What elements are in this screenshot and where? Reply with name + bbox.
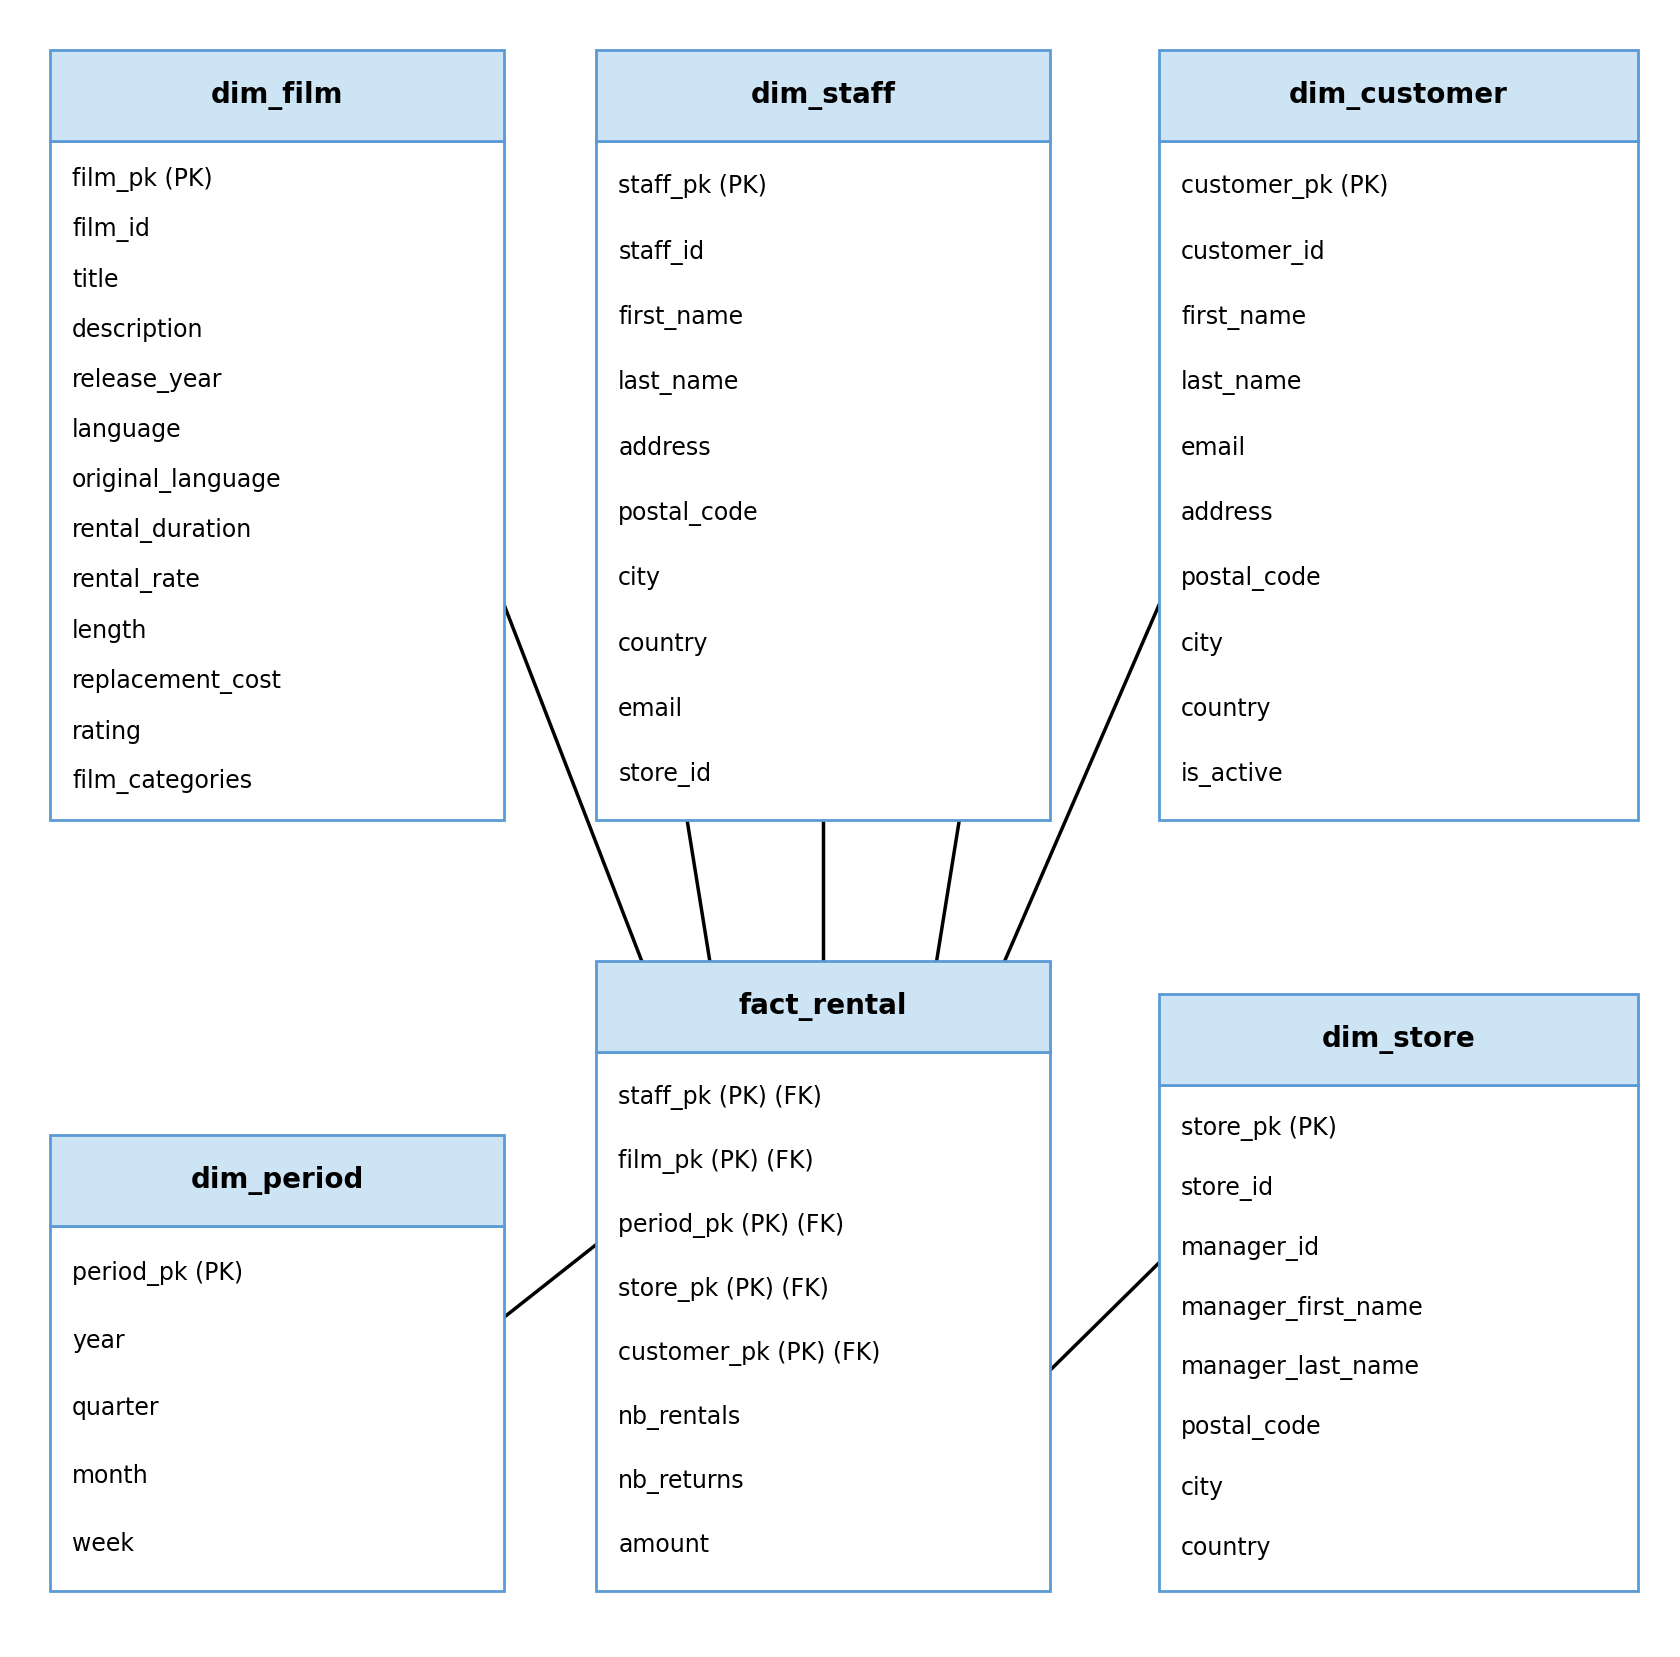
Text: customer_pk (PK) (FK): customer_pk (PK) (FK) <box>618 1341 880 1365</box>
Text: staff_pk (PK): staff_pk (PK) <box>618 174 768 199</box>
Text: store_pk (PK): store_pk (PK) <box>1181 1117 1337 1142</box>
Text: address: address <box>1181 500 1273 525</box>
FancyBboxPatch shape <box>596 961 1050 1052</box>
Text: language: language <box>72 418 181 442</box>
Text: store_id: store_id <box>1181 1176 1273 1201</box>
Text: customer_pk (PK): customer_pk (PK) <box>1181 174 1388 199</box>
Text: film_categories: film_categories <box>72 769 252 794</box>
Text: nb_returns: nb_returns <box>618 1470 744 1495</box>
Text: title: title <box>72 268 119 292</box>
Text: dim_period: dim_period <box>190 1167 365 1195</box>
Text: month: month <box>72 1465 150 1488</box>
Text: country: country <box>1181 698 1272 721</box>
Text: rating: rating <box>72 719 143 744</box>
FancyBboxPatch shape <box>596 1052 1050 1591</box>
FancyBboxPatch shape <box>50 141 504 820</box>
Text: amount: amount <box>618 1533 709 1558</box>
Text: period_pk (PK) (FK): period_pk (PK) (FK) <box>618 1213 845 1238</box>
Text: last_name: last_name <box>618 370 739 394</box>
Text: staff_id: staff_id <box>618 240 704 265</box>
Text: first_name: first_name <box>1181 305 1305 330</box>
Text: fact_rental: fact_rental <box>739 993 907 1021</box>
Text: store_pk (PK) (FK): store_pk (PK) (FK) <box>618 1278 830 1302</box>
Text: customer_id: customer_id <box>1181 240 1326 265</box>
Text: original_language: original_language <box>72 467 282 494</box>
Text: week: week <box>72 1531 134 1556</box>
Text: year: year <box>72 1329 124 1352</box>
Text: dim_customer: dim_customer <box>1289 81 1509 109</box>
Text: is_active: is_active <box>1181 762 1284 787</box>
Text: film_pk (PK): film_pk (PK) <box>72 167 213 192</box>
Text: period_pk (PK): period_pk (PK) <box>72 1261 244 1286</box>
Text: film_id: film_id <box>72 217 150 242</box>
Text: city: city <box>618 567 662 590</box>
Text: description: description <box>72 318 203 341</box>
FancyBboxPatch shape <box>596 50 1050 141</box>
FancyBboxPatch shape <box>596 141 1050 820</box>
Text: postal_code: postal_code <box>618 500 759 525</box>
FancyBboxPatch shape <box>50 50 504 141</box>
Text: nb_rentals: nb_rentals <box>618 1405 741 1430</box>
Text: staff_pk (PK) (FK): staff_pk (PK) (FK) <box>618 1085 822 1110</box>
Text: city: city <box>1181 1476 1225 1500</box>
Text: last_name: last_name <box>1181 370 1302 394</box>
Text: email: email <box>618 698 684 721</box>
Text: store_id: store_id <box>618 762 711 787</box>
Text: quarter: quarter <box>72 1397 160 1420</box>
Text: city: city <box>1181 631 1225 656</box>
Text: replacement_cost: replacement_cost <box>72 669 282 694</box>
FancyBboxPatch shape <box>1159 1085 1638 1591</box>
Text: email: email <box>1181 436 1247 461</box>
Text: first_name: first_name <box>618 305 743 330</box>
Text: release_year: release_year <box>72 368 223 393</box>
Text: length: length <box>72 620 148 643</box>
Text: manager_first_name: manager_first_name <box>1181 1296 1423 1321</box>
FancyBboxPatch shape <box>1159 50 1638 141</box>
Text: dim_staff: dim_staff <box>751 81 895 109</box>
Text: film_pk (PK) (FK): film_pk (PK) (FK) <box>618 1148 813 1173</box>
Text: manager_last_name: manager_last_name <box>1181 1355 1420 1380</box>
FancyBboxPatch shape <box>50 1135 504 1226</box>
Text: dim_film: dim_film <box>212 81 343 109</box>
Text: rental_rate: rental_rate <box>72 568 202 593</box>
Text: address: address <box>618 436 711 461</box>
FancyBboxPatch shape <box>50 1226 504 1591</box>
FancyBboxPatch shape <box>1159 994 1638 1085</box>
Text: dim_store: dim_store <box>1322 1026 1475 1054</box>
Text: manager_id: manager_id <box>1181 1236 1320 1261</box>
Text: postal_code: postal_code <box>1181 1415 1322 1440</box>
Text: country: country <box>618 631 709 656</box>
Text: postal_code: postal_code <box>1181 567 1322 592</box>
Text: country: country <box>1181 1536 1272 1559</box>
Text: rental_duration: rental_duration <box>72 519 252 543</box>
FancyBboxPatch shape <box>1159 141 1638 820</box>
